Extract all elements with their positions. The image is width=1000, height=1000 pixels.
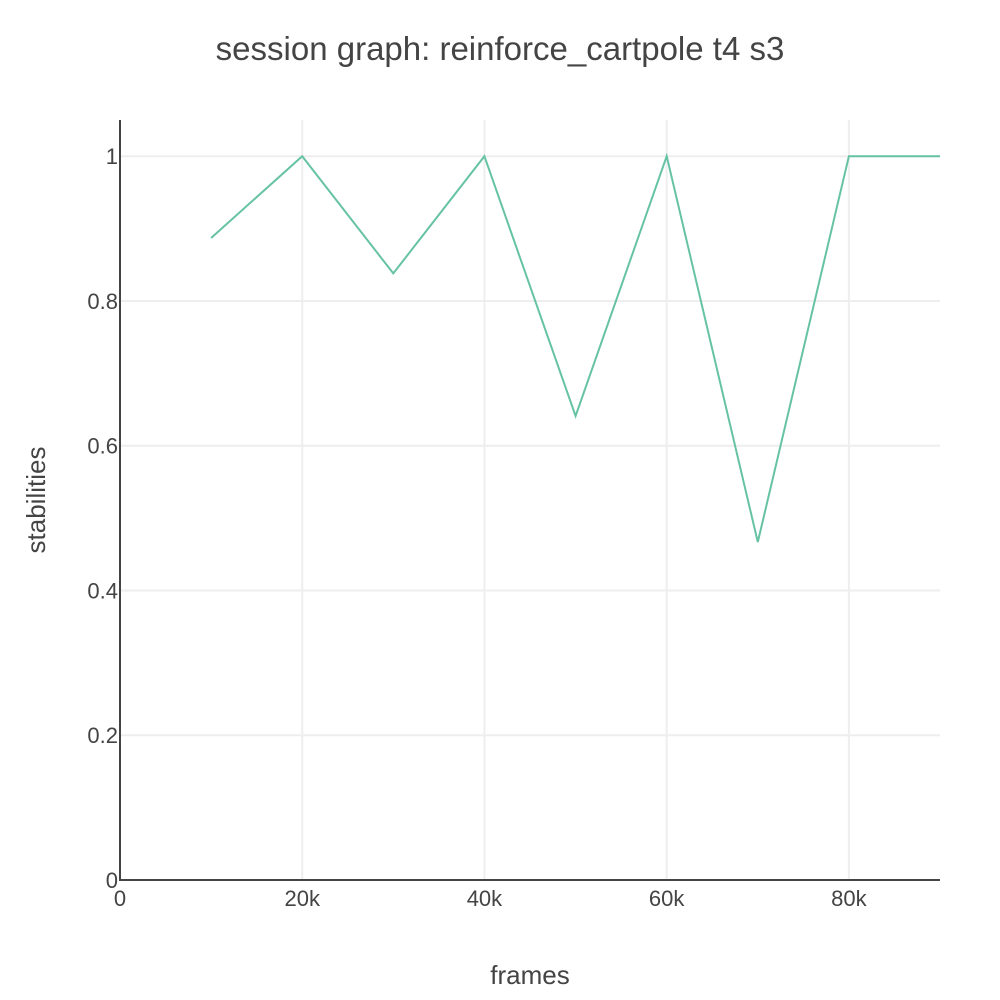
y-axis-title: stabilities xyxy=(21,447,51,554)
y-tick-label: 0.4 xyxy=(87,578,118,603)
y-tick-label: 1 xyxy=(106,144,118,169)
x-tick-label: 40k xyxy=(467,886,503,911)
grid xyxy=(120,120,940,880)
x-tick-label: 0 xyxy=(114,886,126,911)
x-tick-labels: 0 20k 40k 60k 80k xyxy=(114,886,868,911)
y-tick-labels: 0 0.2 0.4 0.6 0.8 1 xyxy=(87,144,118,893)
series-layer xyxy=(210,152,940,543)
x-axis-title: frames xyxy=(490,960,569,990)
x-tick-label: 20k xyxy=(284,886,320,911)
y-tick-label: 0.8 xyxy=(87,289,118,314)
axes xyxy=(119,120,940,881)
chart-title: session graph: reinforce_cartpole t4 s3 xyxy=(216,30,785,67)
series-line xyxy=(210,152,940,543)
y-tick-label: 0.2 xyxy=(87,723,118,748)
y-tick-label: 0.6 xyxy=(87,434,118,459)
x-tick-label: 60k xyxy=(649,886,685,911)
x-tick-label: 80k xyxy=(831,886,867,911)
y-tick-label: 0 xyxy=(106,868,118,893)
